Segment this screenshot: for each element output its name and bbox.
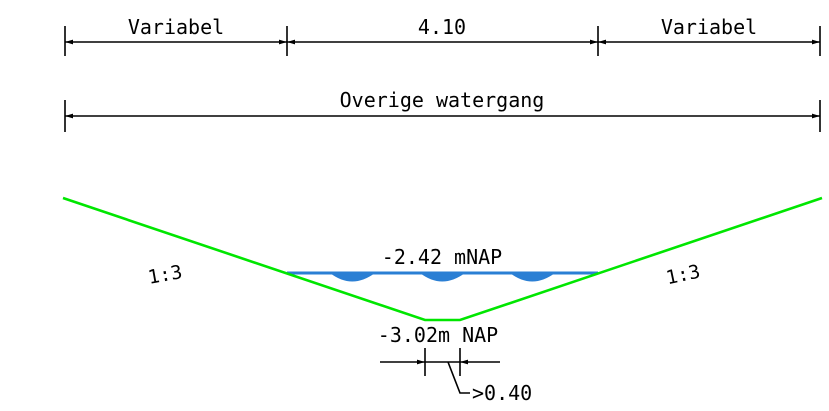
right-slope-label: 1:3 <box>664 261 702 290</box>
overall-dimension-label: Overige watergang <box>340 88 545 112</box>
water-ripple-1 <box>330 273 375 282</box>
top-dimension-chain: Variabel 4.10 Variabel <box>64 15 821 56</box>
water-ripple-3 <box>510 273 555 282</box>
bottom-level-label: -3.02m NAP <box>378 323 498 347</box>
dimension-label-right: Variabel <box>661 15 757 39</box>
water-level: -2.42 mNAP <box>287 245 598 282</box>
overall-dimension: Overige watergang <box>64 88 821 132</box>
bottom-width-leader <box>447 361 470 394</box>
bottom-width-label: >0.40 <box>472 381 532 405</box>
water-level-label: -2.42 mNAP <box>382 245 502 269</box>
ditch-profile-line <box>62 196 823 322</box>
water-ripple-2 <box>420 273 465 282</box>
bottom-width-dimension: >0.40 <box>380 348 532 405</box>
dimension-label-middle: 4.10 <box>418 15 466 39</box>
dimension-label-left: Variabel <box>128 15 224 39</box>
left-slope-label: 1:3 <box>146 261 184 289</box>
